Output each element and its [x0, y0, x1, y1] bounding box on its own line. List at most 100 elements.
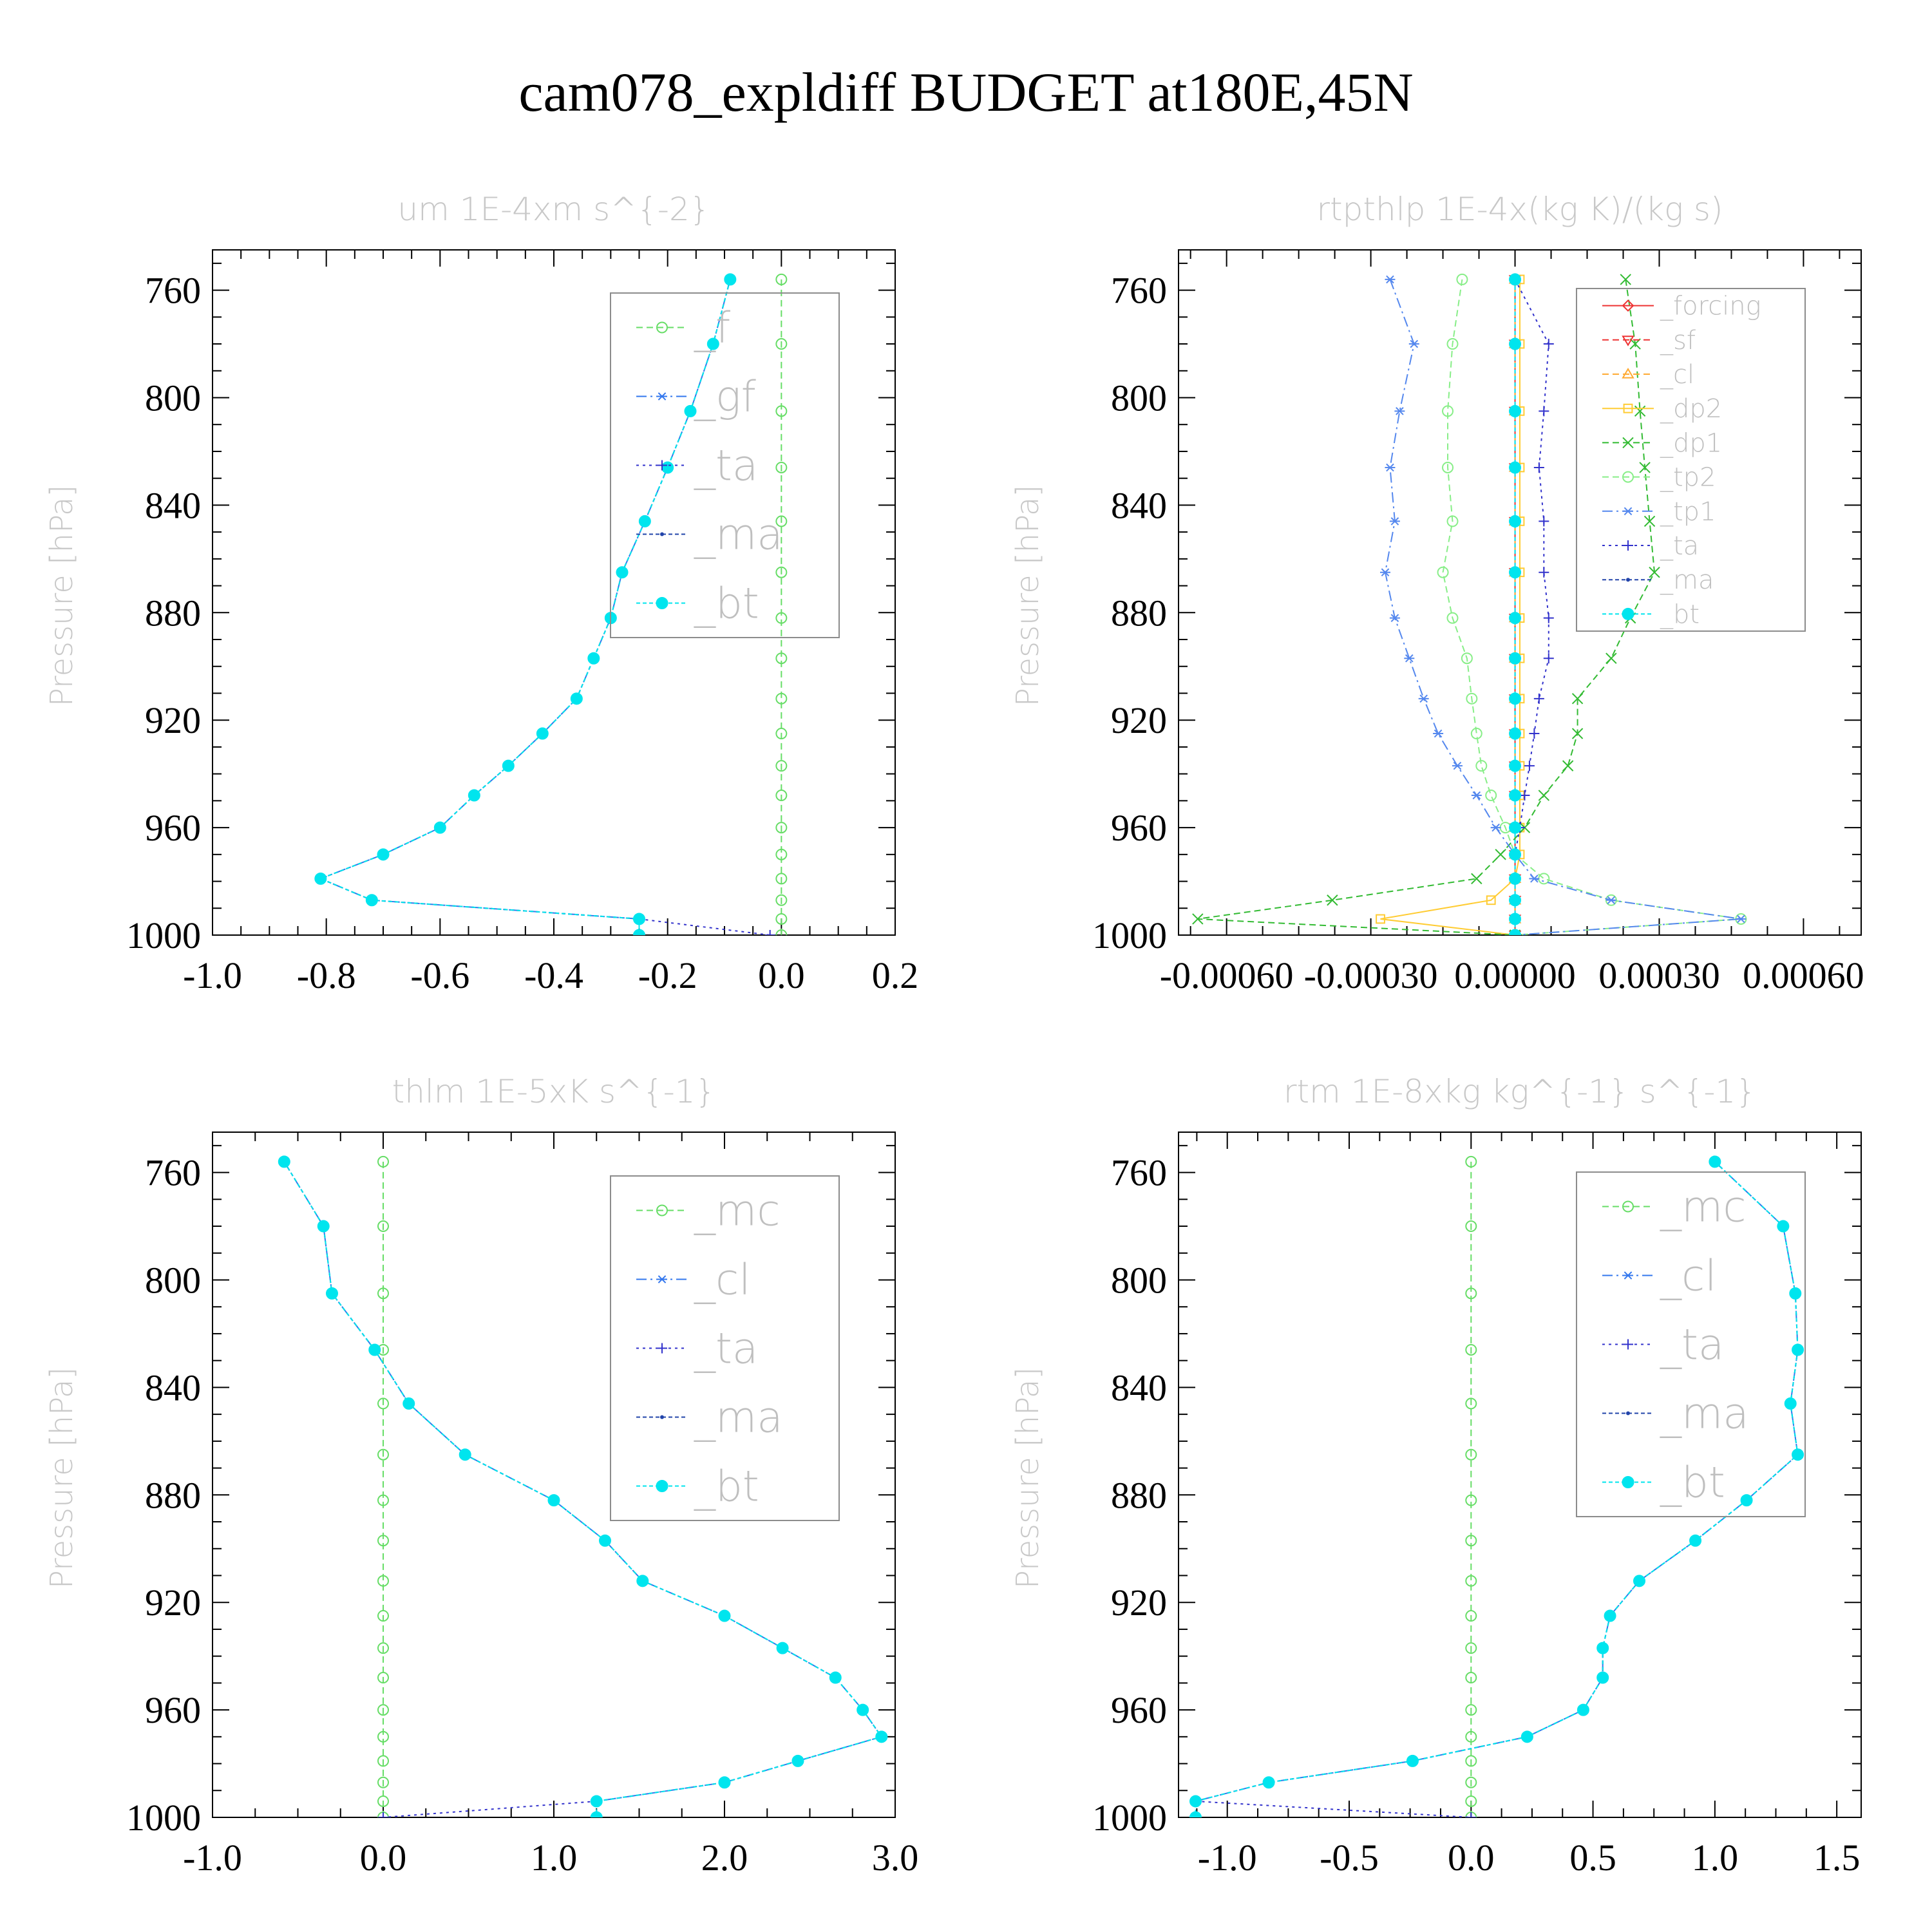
legend-box	[1576, 1171, 1806, 1517]
data-point_mc	[1465, 1776, 1477, 1788]
data-point_bt	[1509, 848, 1522, 861]
x-tick-label: -0.5	[1320, 1837, 1379, 1879]
x-tick-label: 2.0	[701, 1837, 748, 1879]
legend-label: _tp1	[1660, 497, 1716, 527]
legend-marker	[660, 532, 664, 536]
data-point_tp1	[1385, 463, 1396, 472]
data-point_mc	[377, 1776, 389, 1788]
data-point_mc	[1465, 1575, 1477, 1587]
data-point_bt	[616, 566, 629, 579]
series-line_dp1	[1197, 279, 1656, 935]
legend-label: _sf	[1660, 326, 1696, 355]
data-point_bt	[1509, 337, 1522, 350]
y-tick-label: 800	[145, 377, 201, 419]
data-point_dp1	[1562, 760, 1574, 772]
y-tick-label: 920	[1111, 1582, 1167, 1624]
legend-marker	[1626, 1411, 1630, 1416]
x-tick-label: -1.0	[183, 954, 242, 996]
legend-label: _mc	[1660, 1182, 1747, 1232]
panel-rtpthlp: rtpthlp 1E-4x(kg K)/(kg s) Pressure [hPa…	[1010, 191, 1864, 996]
data-point_f	[775, 461, 788, 473]
legend-label: _ma	[1660, 565, 1714, 595]
data-point_bt	[1406, 1754, 1419, 1767]
data-point_bt	[1784, 1397, 1797, 1410]
data-point_tp1	[1471, 791, 1482, 800]
legend-marker	[1622, 368, 1634, 379]
data-point_bt	[1189, 1811, 1202, 1817]
data-point_mc	[1465, 1155, 1477, 1168]
y-tick-label: 840	[145, 484, 201, 526]
x-tick-label: -0.2	[638, 954, 697, 996]
data-point_f	[775, 405, 788, 417]
data-point_f	[775, 822, 788, 834]
legend-marker	[1623, 507, 1633, 516]
series-line_ta	[1195, 1800, 1472, 1817]
panel-rtm: rtm 1E-8xkg kg^{-1} s^{-1} Pressure [hPa…	[1010, 1073, 1862, 1879]
data-point_bt	[402, 1397, 415, 1410]
data-point_f	[775, 894, 788, 906]
data-point_dp1	[1605, 652, 1617, 664]
data-point_bt	[590, 1795, 603, 1808]
data-point_bt	[636, 1575, 649, 1587]
legend-marker	[1623, 1339, 1633, 1350]
y-tick-label: 760	[1111, 1152, 1167, 1194]
data-point_tp1	[1490, 823, 1501, 832]
data-point_bt	[724, 273, 737, 286]
data-point_mc	[1465, 1494, 1477, 1506]
y-tick-label: 880	[1111, 592, 1167, 634]
data-point_bt	[1792, 1343, 1804, 1356]
x-tick-label: -0.8	[297, 954, 356, 996]
data-point_dp1	[1571, 693, 1584, 705]
data-point_bt	[459, 1448, 471, 1461]
data-point_bt	[590, 1811, 603, 1817]
data-point_mc	[377, 1575, 389, 1587]
data-point_bt	[377, 848, 390, 861]
data-point_bt	[718, 1776, 731, 1789]
data-point_dp1	[1571, 728, 1584, 739]
panel-title: thlm 1E-5xK s^{-1}	[392, 1073, 716, 1110]
legend-marker	[1623, 540, 1633, 551]
data-point_bt	[706, 337, 719, 350]
y-tick-label: 880	[145, 592, 201, 634]
legend-marker	[1622, 437, 1634, 449]
data-point_bt	[1509, 821, 1522, 834]
data-point_tp2	[1442, 461, 1454, 473]
x-tick-label: -0.4	[524, 954, 583, 996]
series-line_tp2	[1442, 279, 1741, 935]
data-point_mc	[1465, 1795, 1477, 1807]
legend-marker	[1622, 336, 1634, 346]
plot-frame	[1178, 1132, 1862, 1818]
data-point_mc	[377, 1795, 389, 1807]
y-tick-label: 920	[1111, 699, 1167, 741]
data-point_dp1	[1643, 515, 1656, 527]
data-point_tp1	[1385, 275, 1396, 284]
legend-marker	[1622, 299, 1634, 312]
y-tick-label: 760	[1111, 270, 1167, 312]
data-point_bt	[599, 1534, 611, 1547]
data-point_mc	[1465, 1642, 1477, 1654]
data-point_dp1	[1634, 405, 1646, 417]
data-point_mc	[377, 1155, 389, 1168]
panel-um: um 1E-4xm s^{-2} Pressure [hPa] 760 800 84…	[44, 191, 918, 996]
data-point_tp1	[1394, 407, 1405, 415]
data-point_f	[775, 273, 788, 285]
y-tick-label: 800	[1111, 1259, 1167, 1301]
legend-label: _tp2	[1660, 463, 1716, 493]
y-tick-label: 920	[145, 699, 201, 741]
data-point_bt	[502, 759, 515, 772]
data-point_bt	[684, 404, 697, 417]
data-point_bt	[1509, 515, 1522, 527]
x-tick-label: -0.00060	[1160, 954, 1294, 996]
data-point_bt	[1509, 404, 1522, 417]
x-tick-label: 0.00000	[1454, 954, 1576, 996]
data-point_dp1	[1538, 790, 1550, 801]
data-point_bt	[633, 929, 645, 935]
data-point_bt	[468, 789, 480, 802]
y-axis-label: Pressure [hPa]	[44, 485, 80, 706]
series-group	[278, 1155, 888, 1817]
data-point_bt	[875, 1730, 888, 1743]
data-point_mc	[1465, 1535, 1477, 1547]
data-point_mc	[1465, 1704, 1477, 1716]
y-tick-label: 880	[1111, 1474, 1167, 1516]
legend-label: _cl	[1660, 360, 1694, 390]
